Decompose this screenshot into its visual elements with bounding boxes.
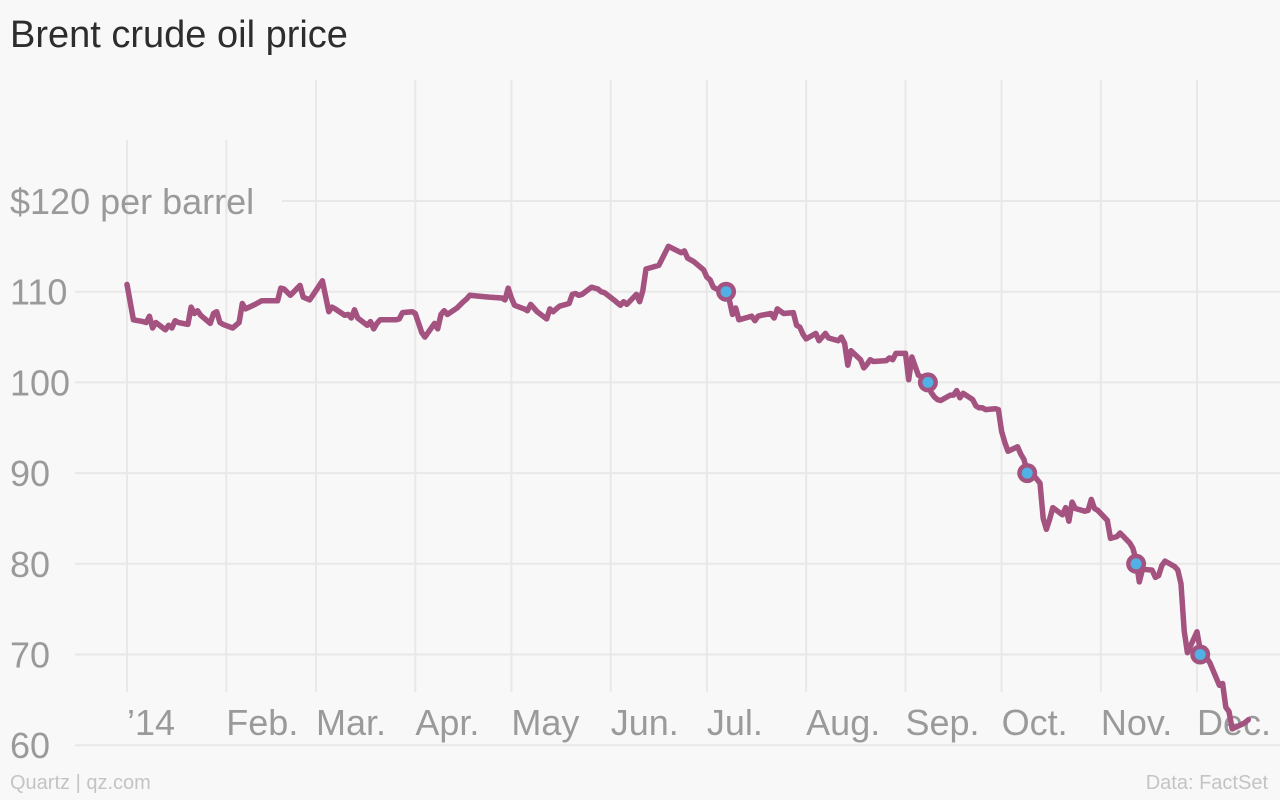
- x-tick-label: Apr.: [415, 702, 479, 743]
- marker-dot: [720, 286, 732, 298]
- x-tick-label: Oct.: [1002, 702, 1068, 743]
- threshold-marker: [716, 281, 737, 302]
- x-tick-label: Feb.: [226, 702, 298, 743]
- x-axis-ticks: ’14 Feb. Mar. Apr. May Jun. Jul. Aug. Sep. Oct. No…: [127, 702, 1271, 743]
- credit-text: Quartz | qz.com: [10, 772, 151, 794]
- y-tick-label: 80: [10, 544, 50, 585]
- threshold-marker: [1017, 463, 1038, 484]
- chart-title: Brent crude oil price: [10, 14, 348, 56]
- x-tick-label: Sep.: [905, 702, 979, 743]
- y-tick-label: 60: [10, 725, 50, 766]
- y-tick-label: 100: [10, 362, 70, 403]
- marker-dot: [1130, 558, 1142, 570]
- source-text: Data: FactSet: [1145, 772, 1268, 794]
- threshold-marker: [1126, 553, 1147, 574]
- x-tick-label: Dec.: [1197, 702, 1271, 743]
- x-tick-label: Nov.: [1101, 702, 1172, 743]
- series-layer: [124, 243, 1252, 732]
- x-tick-label: Jun.: [611, 702, 679, 743]
- price-line: [124, 243, 1252, 732]
- y-tick-label: $120 per barrel: [10, 181, 254, 222]
- y-axis-ticks: $120 per barrel 110 100 90 80 70 60: [10, 181, 254, 766]
- threshold-marker: [1190, 644, 1211, 665]
- marker-dot: [1194, 649, 1206, 660]
- y-tick-label: 90: [10, 453, 50, 494]
- x-tick-label: Aug.: [806, 702, 880, 743]
- threshold-markers: [716, 281, 1211, 665]
- x-tick-label: ’14: [127, 702, 175, 743]
- gridlines: [75, 80, 1280, 747]
- y-tick-label: 70: [10, 635, 50, 676]
- marker-dot: [922, 376, 934, 388]
- x-tick-label: Jul.: [707, 702, 763, 743]
- threshold-marker: [917, 372, 938, 393]
- y-tick-label: 110: [10, 272, 67, 313]
- marker-dot: [1021, 467, 1033, 479]
- x-tick-label: May: [511, 702, 579, 743]
- x-tick-label: Mar.: [316, 702, 386, 743]
